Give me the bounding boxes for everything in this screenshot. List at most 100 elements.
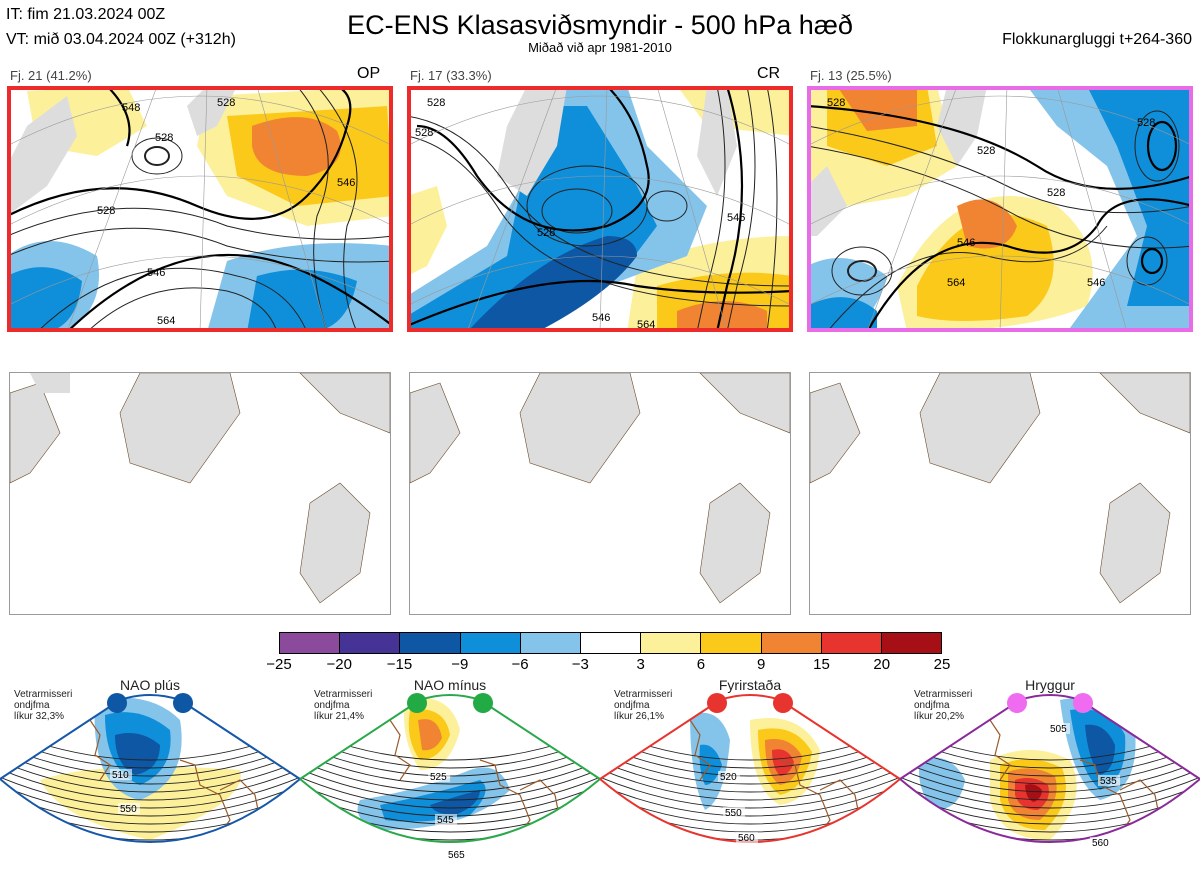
regime-description-line: Vetrarmisseri <box>614 689 673 700</box>
contour-line <box>600 756 900 793</box>
contour-label: 528 <box>427 97 445 109</box>
anomaly-fill <box>418 719 442 751</box>
coastline <box>89 719 261 841</box>
regime-dot <box>173 693 193 713</box>
anomaly-fill <box>1025 784 1042 802</box>
regime-border <box>299 694 601 843</box>
regime-dot <box>707 693 727 713</box>
cluster-1-tag: OP <box>357 65 381 82</box>
regime-dot <box>107 693 127 713</box>
contour-line <box>600 748 900 785</box>
contour-line <box>0 756 300 793</box>
regime-description: Vetrarmisseri ondjfma líkur 21,4% <box>314 689 372 722</box>
contour-label: 528 <box>537 227 555 239</box>
regime-contour-label: 535 <box>1100 776 1117 787</box>
contour-label: 546 <box>337 177 355 189</box>
regime-dot <box>473 693 493 713</box>
cluster-2-map: 528 528 528 546 546 564 <box>407 86 793 332</box>
cluster-3-label: Fj. 13 (25.5%) <box>810 68 892 83</box>
anomaly-fill <box>1085 724 1115 775</box>
regime-contour-label: 525 <box>430 772 447 783</box>
regime-contour-label: 520 <box>720 772 737 783</box>
regime-contour-label: 550 <box>725 808 742 819</box>
regime-description: Vetrarmisseri ondjfma líkur 26,1% <box>614 689 672 722</box>
empty-map-3 <box>809 372 1191 615</box>
anomaly-fill <box>1015 848 1045 860</box>
contour-label: 546 <box>727 212 745 224</box>
contour-line <box>600 732 900 769</box>
valid-time: VT: mið 03.04.2024 00Z (+312h) <box>6 31 236 48</box>
regime-dot <box>773 693 793 713</box>
contour-label: 546 <box>1087 277 1105 289</box>
regime-description-line: líkur 26,1% <box>614 711 665 722</box>
regime-title: Fyrirstaða <box>718 677 782 693</box>
contour-label: 528 <box>977 145 995 157</box>
regime-map: 510 550 <box>0 693 301 843</box>
contour-label: 546 <box>592 312 610 324</box>
contour-line <box>0 780 300 817</box>
empty-map-2 <box>409 372 791 615</box>
contour-line <box>0 748 300 785</box>
colorbar-tick-label: −9 <box>451 656 469 673</box>
colorbar-tick-label: 15 <box>813 656 830 673</box>
regime-description-line: ondjfma <box>314 700 350 711</box>
contour-line <box>900 772 1200 809</box>
contour-label: 528 <box>1047 187 1065 199</box>
regime-dot <box>1073 693 1093 713</box>
regime-description-line: Vetrarmisseri <box>914 689 973 700</box>
anomaly-fill <box>772 749 794 776</box>
empty-map-1 <box>9 372 391 615</box>
colorbar-tick-label: 6 <box>696 656 706 673</box>
colorbar-tick-label: −6 <box>511 656 529 673</box>
colorbar-swatch <box>761 633 822 653</box>
contour-line <box>300 772 600 809</box>
contour-line <box>600 764 900 801</box>
contour-label: 564 <box>157 315 175 327</box>
colorbar-swatch <box>460 633 521 653</box>
regime-contour-label: 560 <box>738 833 755 844</box>
regime-dot <box>407 693 427 713</box>
contour-line <box>600 780 900 817</box>
colorbar-swatch <box>340 633 401 653</box>
regime-description-line: líkur 20,2% <box>914 711 965 722</box>
regime-description-line: líkur 32,3% <box>14 711 65 722</box>
anomaly-fill <box>115 732 160 775</box>
regime-title: Hryggur <box>1025 677 1075 693</box>
contour-line <box>600 796 900 833</box>
colorbar-tick-label: −15 <box>386 656 413 673</box>
contour-label: 528 <box>97 205 115 217</box>
cluster-2-border <box>407 86 793 332</box>
regime-border <box>899 694 1200 843</box>
regime-description-line: Vetrarmisseri <box>314 689 373 700</box>
contour-line <box>300 764 600 801</box>
regime-contour-label: 545 <box>437 815 454 826</box>
anomaly-fill <box>430 790 480 815</box>
colorbar-swatch <box>520 633 581 653</box>
colorbar-tick-label: −20 <box>326 656 352 673</box>
initial-time: IT: fim 21.03.2024 00Z <box>6 6 166 23</box>
cluster-2-label: Fj. 17 (33.3%) <box>410 68 492 83</box>
cluster-1-border <box>7 86 393 332</box>
contour-label: 564 <box>947 277 965 289</box>
page-title: EC-ENS Klasasviðsmyndir - 500 hPa hæð <box>347 10 853 40</box>
contour-label: 528 <box>415 127 433 139</box>
coastline <box>989 719 1161 841</box>
colorbar-tick-label: 20 <box>873 656 891 673</box>
regime-border <box>599 694 901 843</box>
colorbar-swatch <box>400 633 461 653</box>
colorbar-swatch <box>580 633 642 653</box>
contour-line <box>900 756 1200 793</box>
colorbar-tick-label: −25 <box>266 656 292 673</box>
colorbar-swatch <box>881 633 942 653</box>
regime-contour-label: 560 <box>1092 838 1109 849</box>
cluster-3-map: 528 528 528 528 546 546 564 <box>807 86 1193 332</box>
contour-line <box>0 764 300 801</box>
regime-title: NAO mínus <box>413 677 487 693</box>
regime-contour-label: 550 <box>120 804 137 815</box>
regime-title: NAO plús <box>120 677 180 693</box>
cluster-2-tag: CR <box>757 65 781 82</box>
regime-contour-label: 565 <box>448 850 465 861</box>
contour-label: 528 <box>1137 117 1155 129</box>
colorbar-tick-label: −3 <box>571 656 589 673</box>
contour-label: 548 <box>122 102 140 114</box>
